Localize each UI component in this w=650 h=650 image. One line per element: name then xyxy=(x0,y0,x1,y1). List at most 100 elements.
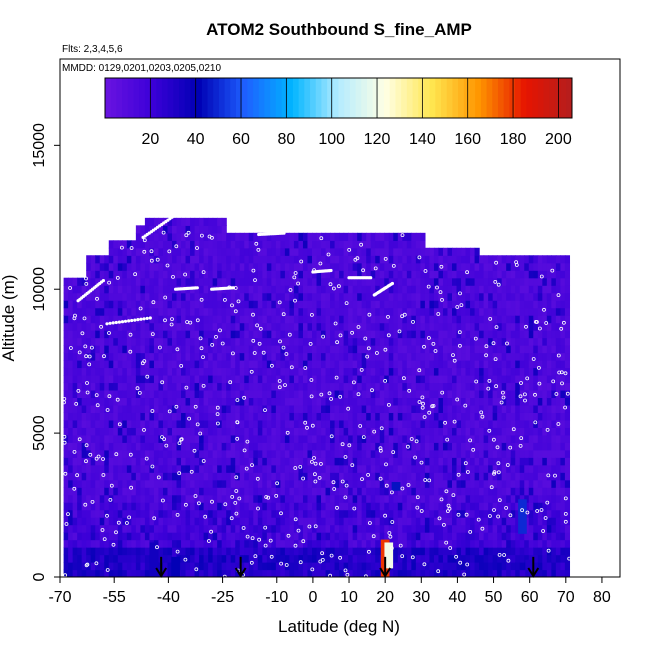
heat-cell xyxy=(257,330,263,339)
heat-cell xyxy=(248,322,254,331)
heat-cell xyxy=(438,464,444,473)
heat-cell xyxy=(465,367,471,376)
heat-cell xyxy=(108,337,114,346)
heat-cell xyxy=(144,225,151,234)
heat-cell xyxy=(226,277,232,286)
heat-cell xyxy=(483,292,489,301)
heat-cell xyxy=(257,255,263,264)
heat-cell xyxy=(519,532,525,541)
heat-cell xyxy=(393,539,399,548)
heat-cell xyxy=(122,464,128,473)
heat-cell xyxy=(537,532,543,541)
heat-cell xyxy=(456,315,462,324)
heat-cell xyxy=(257,442,263,451)
heat-cell xyxy=(506,374,512,384)
heat-cell xyxy=(334,404,340,413)
heat-cell xyxy=(528,389,534,399)
heat-cell xyxy=(284,419,291,428)
heat-cell xyxy=(149,494,155,503)
heat-cell xyxy=(162,352,169,361)
heat-cell xyxy=(190,502,196,511)
heat-cell xyxy=(384,374,390,384)
heat-cell xyxy=(244,517,250,526)
heat-cell xyxy=(117,382,123,391)
heat-cell xyxy=(501,419,507,428)
heat-cell xyxy=(68,569,74,577)
heat-cell xyxy=(167,262,173,271)
heat-cell xyxy=(302,307,309,316)
heat-cell xyxy=(239,479,245,488)
heat-cell xyxy=(95,539,101,548)
heat-cell xyxy=(474,524,480,533)
heat-cell xyxy=(429,247,435,256)
heat-cell xyxy=(158,434,164,443)
heat-cell xyxy=(348,562,354,571)
heat-cell xyxy=(181,277,187,286)
heat-cell xyxy=(465,532,471,541)
heat-cell xyxy=(510,517,516,526)
heat-cell xyxy=(542,255,548,264)
heat-cell xyxy=(497,419,503,428)
heat-cell xyxy=(104,434,110,443)
heat-cell xyxy=(307,502,313,511)
heat-cell xyxy=(63,307,69,316)
heat-cell xyxy=(497,427,503,436)
heat-cell xyxy=(230,232,236,241)
heat-cell xyxy=(307,569,313,577)
heat-cell xyxy=(253,539,259,548)
heat-cell xyxy=(153,315,160,324)
heat-cell xyxy=(302,524,309,533)
heat-cell xyxy=(208,322,214,331)
heat-cell xyxy=(433,494,440,503)
heat-cell xyxy=(555,360,561,369)
heat-cell xyxy=(330,292,336,301)
heat-cell xyxy=(379,322,385,331)
heat-cell xyxy=(68,554,74,563)
heat-cell xyxy=(257,315,263,324)
heat-cell xyxy=(551,262,557,271)
heat-cell xyxy=(257,554,263,563)
heat-cell xyxy=(542,539,548,548)
heat-cell xyxy=(271,322,277,331)
heat-cell xyxy=(348,382,354,391)
heat-cell xyxy=(172,419,178,428)
heat-cell xyxy=(533,322,539,331)
heat-cell xyxy=(235,532,241,541)
heat-cell xyxy=(226,307,232,316)
heat-cell xyxy=(221,524,227,533)
heat-cell xyxy=(190,300,196,309)
heat-cell xyxy=(497,517,503,526)
heat-cell xyxy=(429,472,435,481)
heat-cell xyxy=(131,277,137,286)
heat-cell xyxy=(158,330,164,339)
heat-cell xyxy=(199,345,205,354)
heat-cell xyxy=(388,494,394,503)
heat-cell xyxy=(122,247,128,256)
heat-cell xyxy=(104,509,110,518)
heat-cell xyxy=(280,389,286,399)
heat-cell xyxy=(533,487,539,496)
heat-cell xyxy=(456,330,462,339)
heat-cell xyxy=(384,464,390,473)
heat-cell xyxy=(144,255,151,264)
heat-cell xyxy=(248,337,254,346)
heat-cell xyxy=(375,360,381,369)
heat-cell xyxy=(307,427,313,436)
heat-cell xyxy=(122,307,128,316)
heat-cell xyxy=(528,547,534,556)
heat-cell xyxy=(235,345,241,354)
heat-cell xyxy=(501,539,507,548)
heat-cell xyxy=(546,412,552,421)
heat-cell xyxy=(185,562,191,571)
heat-cell xyxy=(406,382,412,391)
heat-cell xyxy=(212,382,218,391)
heat-cell xyxy=(149,217,155,226)
dates-label: MMDD: 0129,0201,0203,0205,0210 xyxy=(62,63,221,74)
heat-cell xyxy=(479,345,485,354)
heat-cell xyxy=(153,389,160,399)
heat-cell xyxy=(316,479,322,488)
heat-cell xyxy=(483,262,489,271)
heat-cell xyxy=(126,442,132,451)
heat-cell xyxy=(194,374,200,384)
heat-cell xyxy=(126,464,132,473)
